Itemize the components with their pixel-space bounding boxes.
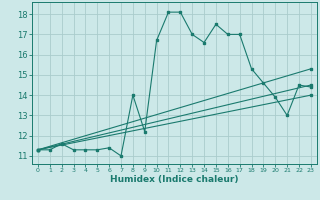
X-axis label: Humidex (Indice chaleur): Humidex (Indice chaleur)	[110, 175, 239, 184]
